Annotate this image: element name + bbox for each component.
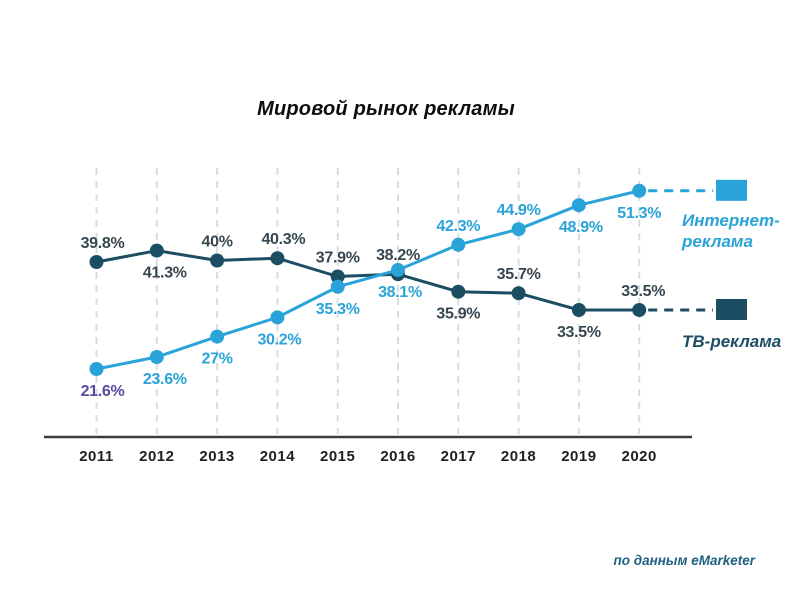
legend-internet-label: Интернет- реклама: [682, 211, 780, 251]
data-point: [632, 303, 647, 317]
data-point: [632, 183, 647, 198]
series-line: [96, 189, 640, 371]
x-tick-label: 2017: [441, 448, 476, 465]
x-tick-label: 2015: [320, 448, 355, 465]
data-label: 23.6%: [143, 371, 187, 388]
data-point: [330, 279, 345, 294]
data-point: [571, 303, 586, 317]
data-point: [149, 350, 164, 364]
data-label: 39.8%: [81, 235, 125, 252]
data-label: 51.3%: [617, 205, 661, 222]
chart-title: Мировой рынок рекламы: [257, 98, 515, 120]
data-label: 35.3%: [316, 301, 360, 318]
data-point: [210, 329, 225, 344]
data-label: 35.7%: [497, 266, 541, 283]
data-label: 33.5%: [557, 324, 601, 341]
data-point: [451, 237, 466, 252]
data-label: 27%: [202, 351, 233, 368]
data-point: [89, 255, 104, 269]
legend-swatch: [716, 299, 747, 320]
x-tick-label: 2012: [139, 448, 174, 465]
x-tick-label: 2019: [561, 448, 596, 465]
legend-tv-label: ТВ-реклама: [682, 332, 782, 351]
data-label: 42.3%: [436, 218, 480, 235]
data-label: 33.5%: [621, 283, 665, 300]
data-label: 21.6%: [81, 383, 125, 400]
data-label: 41.3%: [143, 265, 187, 282]
data-label: 44.9%: [497, 202, 541, 219]
legend-swatch: [716, 179, 747, 201]
series-line: [96, 249, 640, 312]
x-tick-label: 2011: [79, 448, 114, 465]
data-label: 35.9%: [436, 306, 480, 323]
data-point: [149, 243, 164, 258]
data-label: 37.9%: [316, 250, 360, 267]
data-point: [210, 253, 225, 268]
data-point: [89, 362, 104, 376]
data-label: 38.1%: [378, 284, 422, 301]
data-label: 30.2%: [257, 331, 301, 348]
data-point: [270, 310, 285, 325]
data-point: [270, 251, 285, 266]
data-point: [451, 284, 466, 299]
data-label: 40.3%: [261, 231, 305, 248]
x-tick-label: 2013: [199, 448, 234, 465]
x-tick-label: 2014: [260, 448, 296, 465]
data-label: 40%: [202, 234, 233, 251]
x-tick-label: 2020: [622, 448, 657, 465]
data-point: [330, 269, 345, 284]
data-point: [511, 222, 526, 237]
source-note: по данным eMarketer: [613, 553, 755, 568]
data-point: [571, 198, 586, 213]
data-point: [391, 263, 405, 277]
x-tick-label: 2018: [501, 448, 536, 465]
x-tick-label: 2016: [380, 448, 415, 465]
data-point: [511, 286, 526, 301]
data-label: 38.2%: [376, 247, 420, 264]
data-label: 48.9%: [559, 219, 603, 236]
